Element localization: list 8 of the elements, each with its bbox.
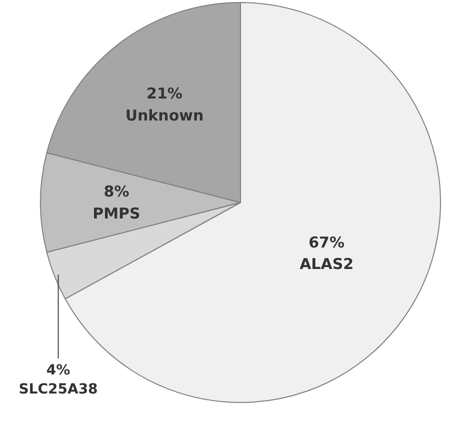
slice-label: SLC25A38 [18, 382, 98, 398]
data-label: 67% [308, 234, 345, 252]
data-label: 8% [104, 182, 130, 201]
slice-label: Unknown [125, 106, 204, 124]
slice-label: PMPS [92, 204, 140, 222]
data-label: 21% [146, 84, 182, 103]
data-label: 4% [46, 362, 70, 378]
slice-label: ALAS2 [300, 255, 354, 274]
